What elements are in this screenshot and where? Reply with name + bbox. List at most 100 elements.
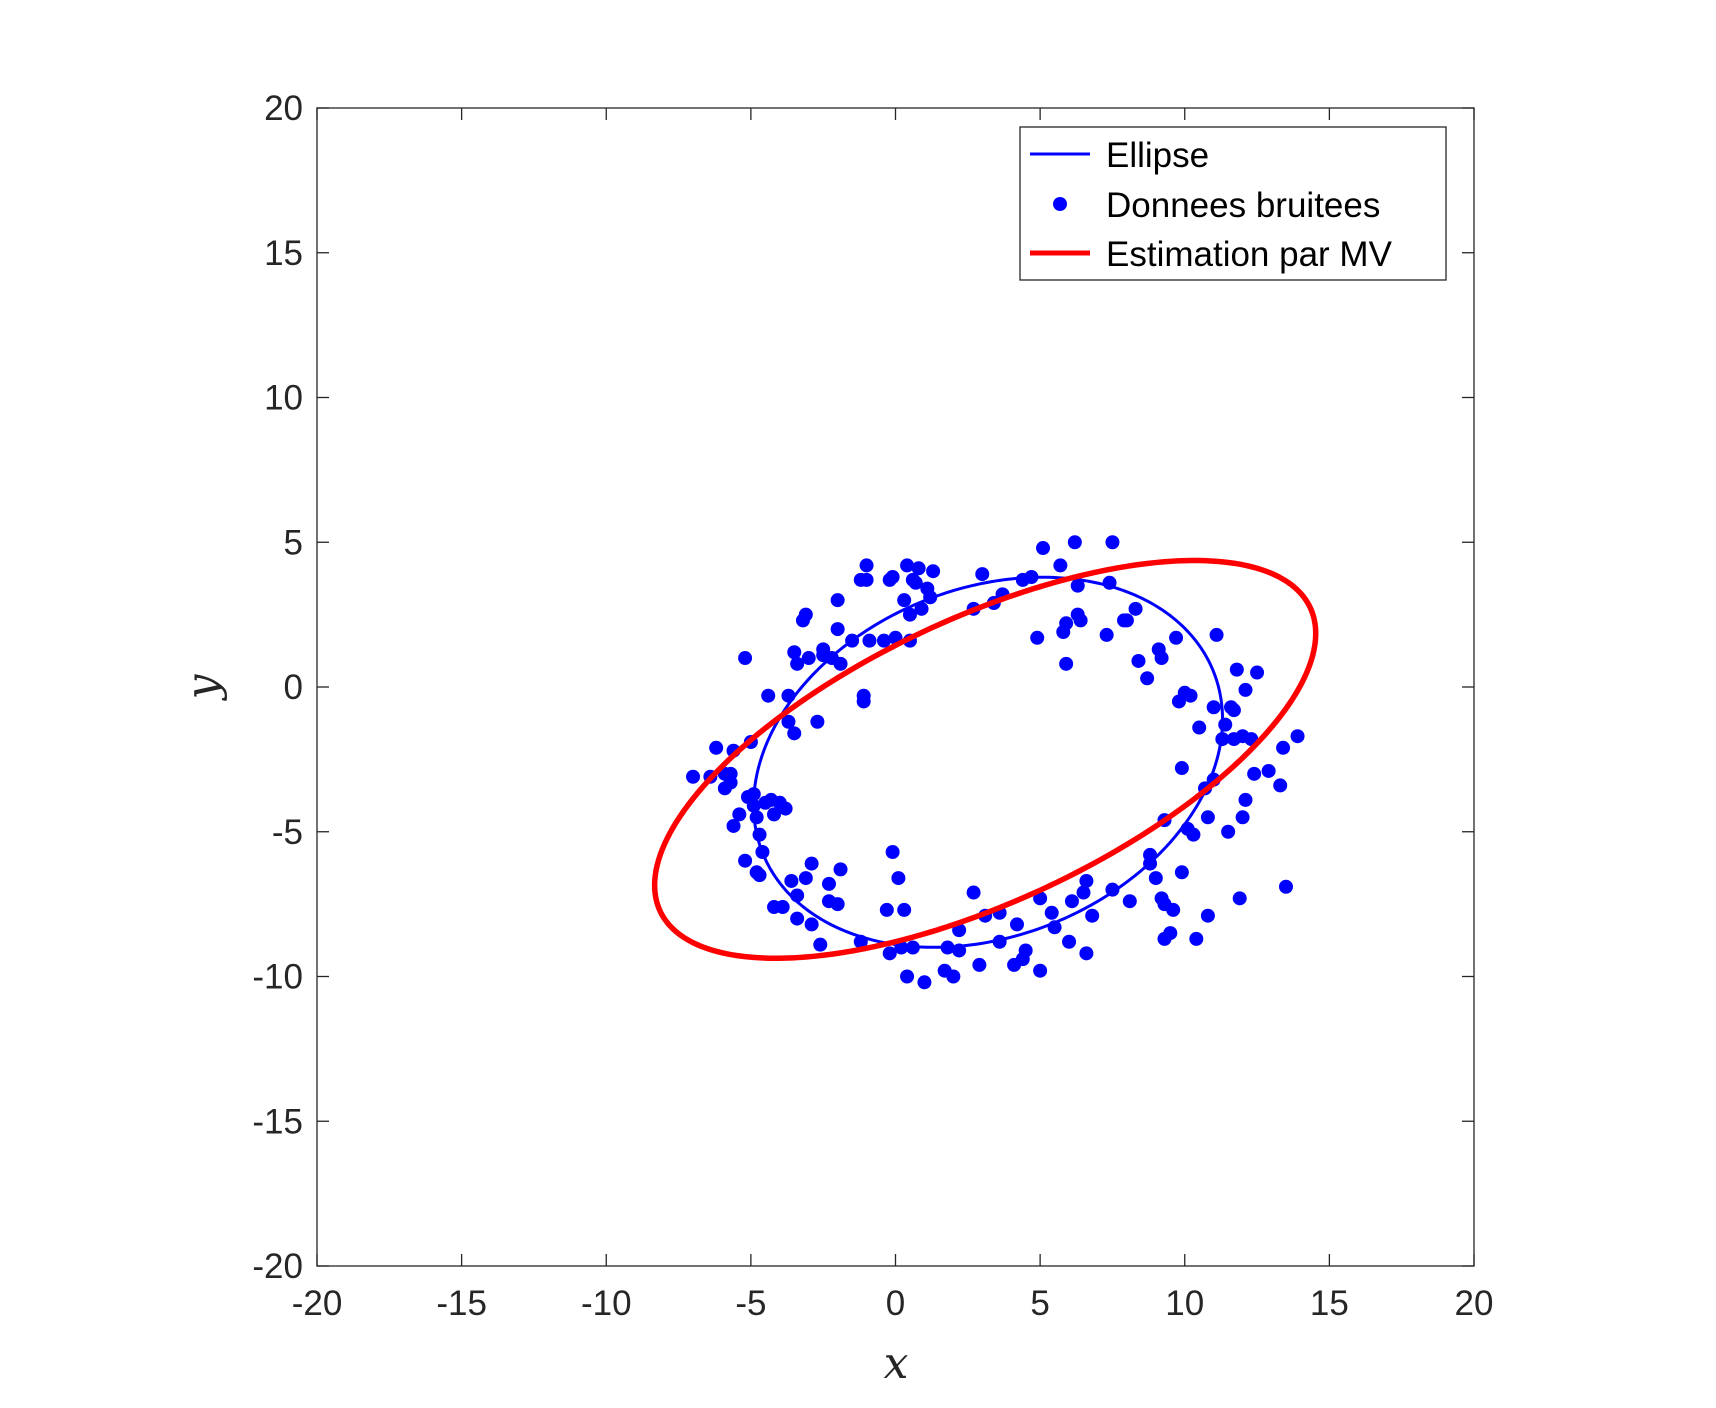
data-point [790, 656, 805, 671]
data-point [830, 622, 845, 637]
x-axis-label: x [884, 1338, 909, 1389]
series-estimate-line [651, 557, 1319, 961]
data-point [1047, 920, 1062, 935]
data-point [1189, 931, 1204, 946]
data-point [787, 726, 802, 741]
data-point [1064, 894, 1079, 909]
data-point [1192, 720, 1207, 735]
data-point [1119, 613, 1134, 628]
data-point [686, 769, 701, 784]
y-tick-label: -20 [252, 1247, 303, 1286]
data-point [926, 564, 941, 579]
plot-area [317, 108, 1474, 1266]
x-tick-label: -10 [581, 1284, 632, 1323]
data-point [1169, 630, 1184, 645]
data-point [1261, 763, 1276, 778]
data-point [885, 845, 900, 860]
data-point [804, 917, 819, 932]
data-point [911, 561, 926, 576]
y-tick-label: 10 [264, 379, 303, 418]
data-point [1085, 908, 1100, 923]
data-point [813, 937, 828, 952]
data-point [1166, 902, 1181, 917]
data-point [801, 651, 816, 666]
data-point [897, 902, 912, 917]
x-tick-label: 20 [1455, 1284, 1494, 1323]
data-point [1235, 810, 1250, 825]
data-point [917, 975, 932, 990]
data-point [752, 868, 767, 883]
data-point [790, 888, 805, 903]
data-point [738, 853, 753, 868]
data-point [1030, 630, 1045, 645]
legend-points-swatch [1053, 197, 1067, 211]
data-point [1059, 656, 1074, 671]
data-point [853, 934, 868, 949]
data-point [1128, 601, 1143, 616]
data-point [1073, 613, 1088, 628]
legend-box [1019, 126, 1447, 281]
data-point [1062, 934, 1077, 949]
data-point [992, 934, 1007, 949]
data-point [1229, 662, 1244, 677]
data-point [833, 862, 848, 877]
data-point [830, 897, 845, 912]
data-point [1053, 558, 1068, 573]
data-point [732, 807, 747, 822]
x-tick-label: 10 [1165, 1284, 1204, 1323]
data-point [1174, 761, 1189, 776]
y-tick-label: 15 [264, 234, 303, 273]
data-point [790, 911, 805, 926]
data-point [859, 572, 874, 587]
y-axis-label: y [177, 673, 228, 701]
data-point [1131, 653, 1146, 668]
y-tick-label: 5 [284, 523, 303, 562]
data-point [1247, 766, 1262, 781]
legend-estimate-label: Estimation par MV [1106, 235, 1393, 274]
legend: Ellipse Donnees bruitees Estimation par … [1019, 126, 1447, 281]
data-point [1290, 729, 1305, 744]
data-point [952, 943, 967, 958]
data-point [1238, 682, 1253, 697]
y-tick-label: 20 [264, 89, 303, 128]
data-point [900, 558, 915, 573]
x-tick-label: -5 [735, 1284, 766, 1323]
data-point [900, 969, 915, 984]
data-point [784, 873, 799, 888]
y-tick-label: -5 [272, 813, 303, 852]
x-tick-label: 5 [1030, 1284, 1049, 1323]
data-point [781, 714, 796, 729]
data-point [1221, 824, 1236, 839]
data-point [1278, 879, 1293, 894]
data-point [1018, 943, 1033, 958]
data-point [1079, 946, 1094, 961]
data-point [781, 688, 796, 703]
data-point [833, 656, 848, 671]
ticks-layer: -20 -15 -10 -5 0 5 10 15 20 -20 -15 -10 -5 0 5 10 15 20 [252, 89, 1493, 1323]
data-point [752, 827, 767, 842]
data-point [897, 593, 912, 608]
data-point [1143, 856, 1158, 871]
data-point [1067, 535, 1082, 550]
data-point [908, 575, 923, 590]
data-point [723, 775, 738, 790]
data-point [966, 885, 981, 900]
data-point [845, 633, 860, 648]
data-point [738, 651, 753, 666]
data-point [1200, 908, 1215, 923]
data-point [1273, 778, 1288, 793]
data-point [1009, 917, 1024, 932]
data-point [859, 558, 874, 573]
data-point [975, 567, 990, 582]
data-point [876, 633, 891, 648]
data-point [1105, 882, 1120, 897]
data-point [891, 871, 906, 886]
data-point [746, 798, 761, 813]
data-point [1250, 665, 1265, 680]
data-point [1183, 688, 1198, 703]
data-point [798, 607, 813, 622]
data-point [726, 818, 741, 833]
data-point [940, 940, 955, 955]
data-point [798, 871, 813, 886]
data-point [755, 845, 770, 860]
